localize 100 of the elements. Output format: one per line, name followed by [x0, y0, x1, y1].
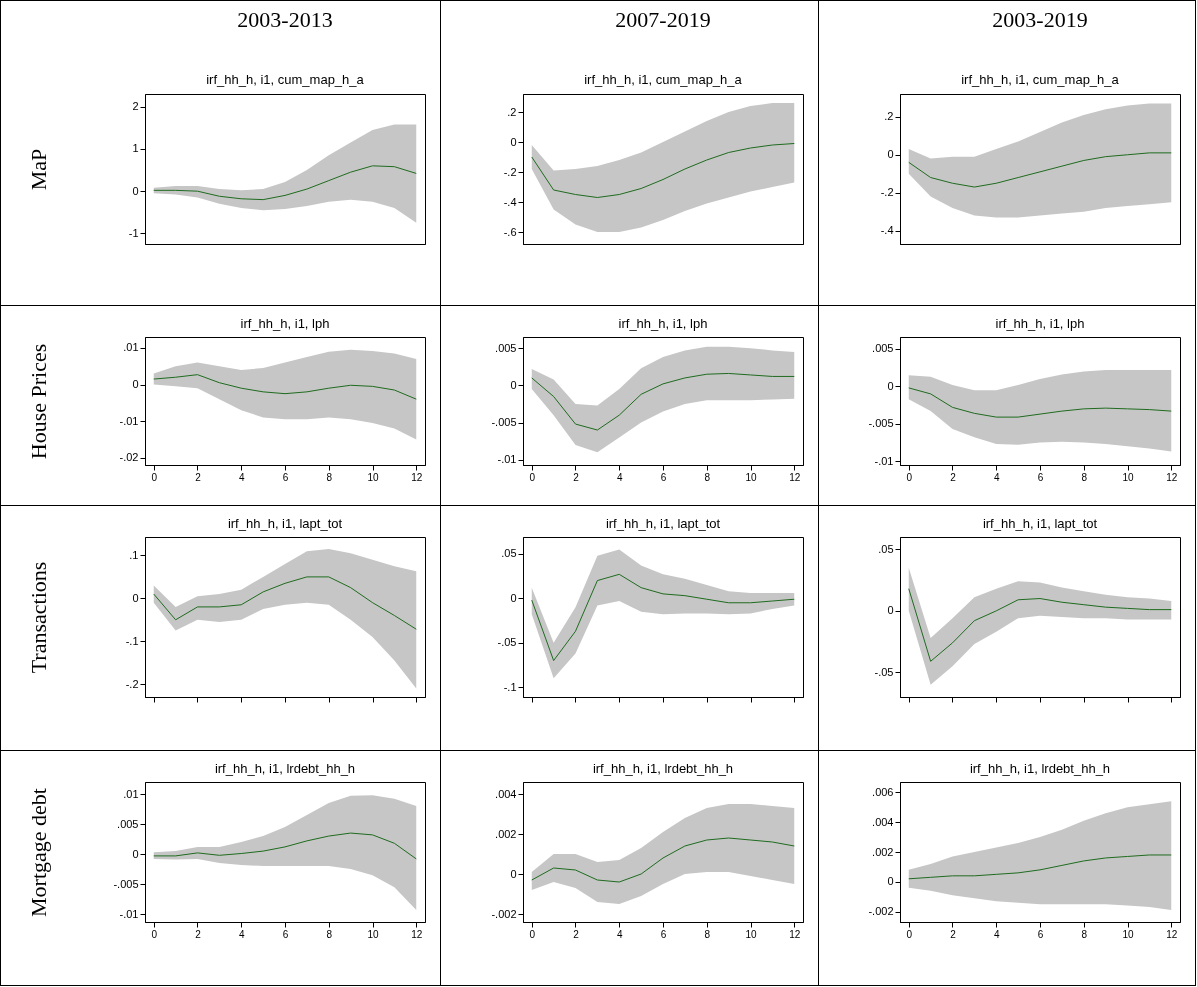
x-tick-label: 10: [1122, 928, 1134, 940]
x-tick-label: 6: [282, 928, 289, 940]
x-tick-label: 2: [195, 928, 202, 940]
y-tick-label: -.01: [874, 454, 894, 467]
chart-title: 2003-2019: [992, 7, 1088, 32]
y-tick-label: -.05: [874, 665, 894, 678]
chart-subtitle: irf_hh_h, i1, cum_map_h_a: [961, 72, 1120, 87]
y-tick-label: -.002: [868, 905, 894, 918]
y-tick-label: 0: [887, 148, 894, 161]
x-tick-label: 2: [573, 928, 580, 940]
chart-subtitle: irf_hh_h, i1, lapt_tot: [982, 516, 1098, 531]
y-tick-label: -1: [128, 226, 139, 239]
y-tick-label: 0: [132, 184, 139, 197]
y-tick-label: .01: [123, 341, 139, 354]
y-tick-label: .005: [872, 342, 894, 355]
y-tick-label: 0: [887, 604, 894, 617]
x-tick-label: 10: [367, 928, 379, 940]
y-tick-label: -.2: [125, 677, 139, 690]
x-tick-label: 10: [745, 928, 757, 940]
x-tick-label: 4: [616, 928, 623, 940]
x-tick-label: 0: [529, 471, 536, 483]
x-tick-label: 0: [151, 928, 158, 940]
x-tick-label: 10: [1122, 471, 1134, 483]
y-tick-label: 0: [132, 847, 139, 860]
y-tick-label: .01: [123, 787, 139, 800]
chart-subtitle: irf_hh_h, i1, lapt_tot: [605, 516, 721, 531]
y-axis-title: Mortgage debt: [25, 788, 51, 917]
y-tick-label: 0: [510, 867, 517, 880]
y-tick-label: .2: [884, 110, 894, 123]
y-tick-label: 0: [132, 591, 139, 604]
y-tick-label: -.2: [503, 165, 517, 178]
chart-subtitle: irf_hh_h, i1, lph: [995, 316, 1085, 331]
x-tick-label: 0: [906, 471, 913, 483]
x-tick-label: 0: [906, 928, 913, 940]
x-tick-label: 0: [529, 928, 536, 940]
x-tick-label: 4: [993, 928, 1000, 940]
x-tick-label: 8: [1081, 471, 1088, 483]
x-tick-label: 10: [745, 471, 757, 483]
x-tick-label: 12: [1166, 471, 1178, 483]
y-tick-label: .05: [501, 547, 517, 560]
y-tick-label: -.4: [880, 224, 894, 237]
x-tick-label: 8: [704, 928, 711, 940]
y-tick-label: -.005: [491, 416, 517, 429]
chart-subtitle: irf_hh_h, i1, lrdebt_hh_h: [214, 761, 356, 776]
chart-subtitle: irf_hh_h, i1, lapt_tot: [227, 516, 343, 531]
y-tick-label: .2: [507, 105, 517, 118]
chart-title: 2007-2019: [615, 7, 711, 32]
x-tick-label: 12: [411, 928, 423, 940]
x-tick-label: 12: [789, 928, 801, 940]
x-tick-label: 0: [151, 471, 158, 483]
x-tick-label: 8: [704, 471, 711, 483]
y-tick-label: -.01: [497, 453, 517, 466]
y-axis-title: MaP: [25, 148, 51, 191]
x-tick-label: 6: [1037, 471, 1044, 483]
x-tick-label: 4: [616, 471, 623, 483]
y-tick-label: -.1: [503, 680, 517, 693]
y-tick-label: .004: [495, 787, 517, 800]
y-tick-label: .1: [129, 548, 139, 561]
y-tick-label: .004: [872, 815, 894, 828]
y-tick-label: -.02: [119, 451, 139, 464]
x-tick-label: 2: [950, 471, 957, 483]
x-tick-label: 6: [282, 471, 289, 483]
y-tick-label: .002: [872, 845, 894, 858]
x-tick-label: 10: [367, 471, 379, 483]
x-tick-label: 6: [660, 471, 667, 483]
x-tick-label: 4: [993, 471, 1000, 483]
y-tick-label: 2: [132, 100, 139, 113]
chart-subtitle: irf_hh_h, i1, cum_map_h_a: [206, 72, 365, 87]
y-tick-label: -.01: [119, 414, 139, 427]
y-tick-label: .05: [878, 542, 894, 555]
y-tick-label: -.2: [880, 186, 894, 199]
chart-subtitle: irf_hh_h, i1, cum_map_h_a: [584, 72, 743, 87]
y-tick-label: 1: [132, 142, 139, 155]
chart-subtitle: irf_hh_h, i1, lrdebt_hh_h: [969, 761, 1111, 776]
y-tick-label: -.01: [119, 907, 139, 920]
y-tick-label: 0: [132, 378, 139, 391]
x-tick-label: 2: [950, 928, 957, 940]
y-tick-label: 0: [887, 379, 894, 392]
y-tick-label: 0: [510, 378, 517, 391]
y-tick-label: .005: [495, 341, 517, 354]
x-tick-label: 4: [238, 471, 245, 483]
y-tick-label: -.4: [503, 195, 517, 208]
y-tick-label: -.6: [503, 225, 517, 238]
y-tick-label: 0: [887, 875, 894, 888]
y-tick-label: .005: [117, 817, 139, 830]
y-tick-label: 0: [510, 135, 517, 148]
y-tick-label: -.005: [868, 417, 894, 430]
y-tick-label: -.05: [497, 636, 517, 649]
x-tick-label: 12: [1166, 928, 1178, 940]
chart-subtitle: irf_hh_h, i1, lph: [240, 316, 330, 331]
x-tick-label: 8: [326, 471, 333, 483]
y-tick-label: .002: [495, 827, 517, 840]
chart-title: 2003-2013: [237, 7, 333, 32]
y-tick-label: -.002: [491, 907, 517, 920]
y-axis-title: House Prices: [25, 343, 51, 460]
x-tick-label: 12: [411, 471, 423, 483]
x-tick-label: 2: [195, 471, 202, 483]
chart-subtitle: irf_hh_h, i1, lph: [618, 316, 708, 331]
y-axis-title: Transactions: [25, 561, 51, 674]
y-tick-label: -.005: [113, 877, 139, 890]
